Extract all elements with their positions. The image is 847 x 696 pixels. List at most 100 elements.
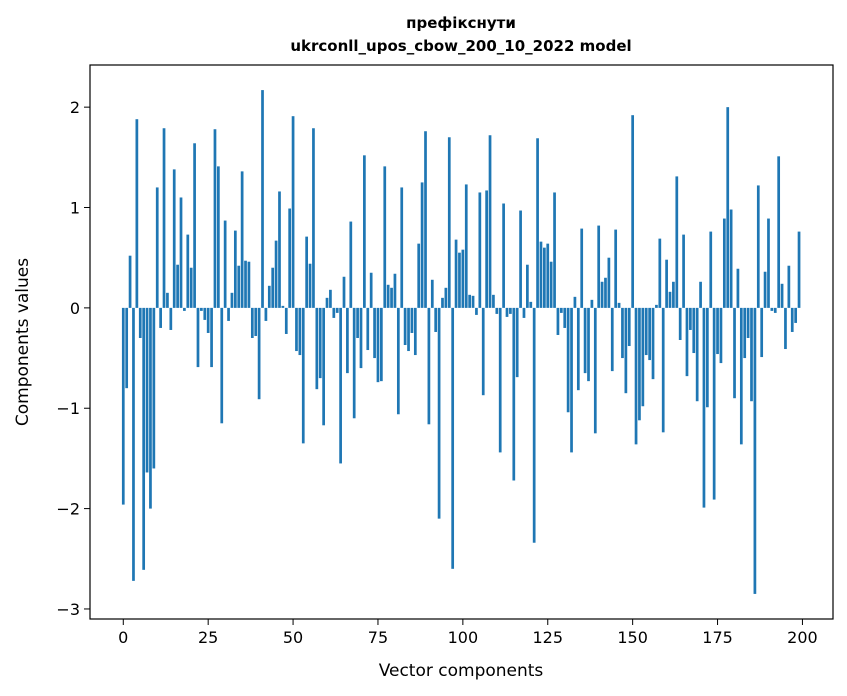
bar-96 (447, 137, 451, 308)
bar-193 (777, 156, 781, 308)
bar-117 (519, 210, 522, 308)
bar-161 (668, 291, 672, 308)
bar-142 (604, 277, 607, 308)
bar-95 (444, 287, 448, 308)
bar-179 (729, 209, 733, 308)
bar-104 (475, 307, 478, 315)
bar-183 (743, 307, 747, 359)
bar-46 (278, 191, 281, 308)
bar-30 (223, 220, 227, 308)
bar-14 (169, 307, 173, 330)
bar-66 (346, 307, 349, 374)
bar-3 (132, 307, 135, 581)
bar-118 (522, 307, 526, 318)
bar-35 (240, 171, 244, 308)
x-tick-label: 25 (198, 628, 218, 647)
bar-176 (719, 307, 723, 364)
x-tick-label: 125 (532, 628, 563, 647)
bar-21 (193, 143, 196, 308)
bar-28 (217, 166, 220, 308)
bar-133 (573, 296, 577, 308)
bar-126 (549, 261, 553, 308)
bar-151 (634, 307, 638, 445)
bar-197 (790, 307, 794, 332)
bar-98 (454, 239, 458, 308)
y-tick-label: 1 (70, 199, 80, 218)
bar-5 (138, 307, 142, 338)
bar-186 (753, 307, 757, 594)
bar-62 (332, 307, 336, 318)
bar-29 (220, 307, 224, 424)
bar-181 (736, 268, 740, 308)
bar-68 (352, 307, 356, 419)
x-tick-label: 200 (787, 628, 818, 647)
bar-169 (695, 307, 699, 402)
bar-1 (125, 307, 129, 389)
bar-59 (322, 307, 325, 426)
bar-164 (678, 307, 682, 340)
bar-128 (556, 307, 560, 335)
bar-38 (250, 307, 254, 338)
bar-143 (607, 257, 611, 308)
bar-87 (417, 243, 421, 308)
bar-40 (257, 307, 261, 400)
bar-187 (756, 185, 760, 308)
bar-33 (233, 230, 237, 308)
bar-4 (135, 119, 139, 308)
bar-19 (186, 234, 190, 308)
bar-149 (627, 307, 631, 347)
bar-37 (247, 261, 251, 308)
bar-136 (583, 307, 587, 374)
bar-165 (682, 234, 685, 308)
bar-78 (386, 284, 390, 308)
bar-48 (284, 307, 288, 334)
bar-116 (515, 307, 519, 378)
bar-106 (481, 307, 485, 396)
bar-23 (200, 307, 203, 311)
bar-70 (359, 307, 363, 369)
bar-44 (271, 267, 275, 308)
chart-title-line-2: ukrconll_upos_cbow_200_10_2022 model (290, 37, 631, 55)
bar-16 (176, 264, 179, 308)
bar-145 (614, 229, 618, 308)
bar-144 (610, 307, 614, 372)
y-axis-ticks: −3 −2 −1 0 1 2 (56, 98, 90, 619)
bar-153 (641, 307, 645, 407)
bar-120 (529, 301, 533, 308)
bar-166 (685, 307, 689, 377)
x-tick-label: 75 (368, 628, 388, 647)
bar-146 (617, 302, 621, 308)
bar-124 (543, 247, 546, 308)
bar-61 (329, 289, 332, 308)
bar-76 (380, 307, 383, 382)
bar-105 (478, 192, 482, 308)
bar-86 (413, 307, 417, 356)
bar-138 (590, 299, 594, 308)
bar-129 (559, 307, 563, 313)
bar-198 (794, 307, 798, 323)
bar-50 (291, 116, 295, 308)
bar-20 (189, 267, 193, 308)
bar-167 (689, 307, 692, 330)
bar-31 (227, 307, 230, 321)
bar-125 (546, 243, 550, 308)
bar-122 (536, 138, 539, 308)
bar-65 (342, 276, 346, 308)
bar-49 (288, 208, 292, 308)
x-tick-label: 0 (118, 628, 128, 647)
bar-92 (434, 307, 438, 332)
bar-0 (121, 307, 125, 505)
bar-199 (797, 231, 801, 308)
bar-85 (410, 307, 414, 333)
bar-156 (651, 307, 655, 380)
bar-114 (509, 307, 512, 314)
bar-94 (441, 297, 444, 308)
bar-115 (512, 307, 516, 481)
bar-171 (702, 307, 706, 508)
bar-99 (458, 252, 461, 308)
bar-64 (339, 307, 342, 464)
bar-81 (396, 307, 400, 415)
plot-frame (89, 64, 834, 620)
bar-188 (760, 307, 764, 358)
